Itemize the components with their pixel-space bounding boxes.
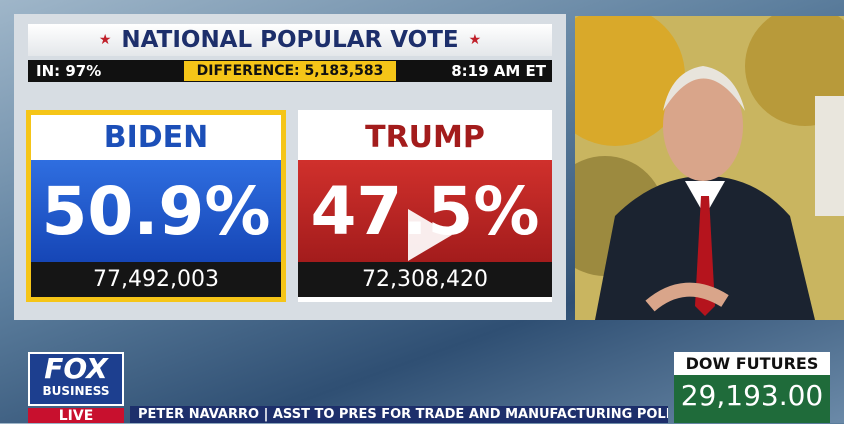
title: NATIONAL POPULAR VOTE — [121, 27, 459, 53]
time: 8:19 AM ET — [451, 62, 546, 80]
video-feed — [575, 16, 844, 320]
candidate-percent: 50.9% — [31, 160, 281, 262]
logo-sub: BUSINESS — [42, 384, 110, 398]
play-button[interactable] — [400, 205, 456, 265]
difference: DIFFERENCE: 5,183,583 — [184, 61, 396, 81]
candidate-votes: 77,492,003 — [31, 262, 281, 297]
logo-text: FOX — [44, 352, 108, 385]
candidate-name: TRUMP — [365, 119, 485, 155]
candidate-name: BIDEN — [103, 119, 209, 155]
candidate-votes: 72,308,420 — [298, 262, 552, 297]
ticker-label: DOW FUTURES — [674, 352, 830, 375]
title-bar: ★ NATIONAL POPULAR VOTE ★ — [28, 24, 552, 56]
reporting: IN: 97% — [36, 62, 102, 80]
lower-third: PETER NAVARRO | ASST TO PRES FOR TRADE A… — [130, 406, 668, 423]
network-logo: FOX BUSINESS — [28, 352, 124, 406]
ticker-value: 29,193.00 — [674, 375, 830, 423]
live-badge: LIVE — [28, 408, 124, 424]
